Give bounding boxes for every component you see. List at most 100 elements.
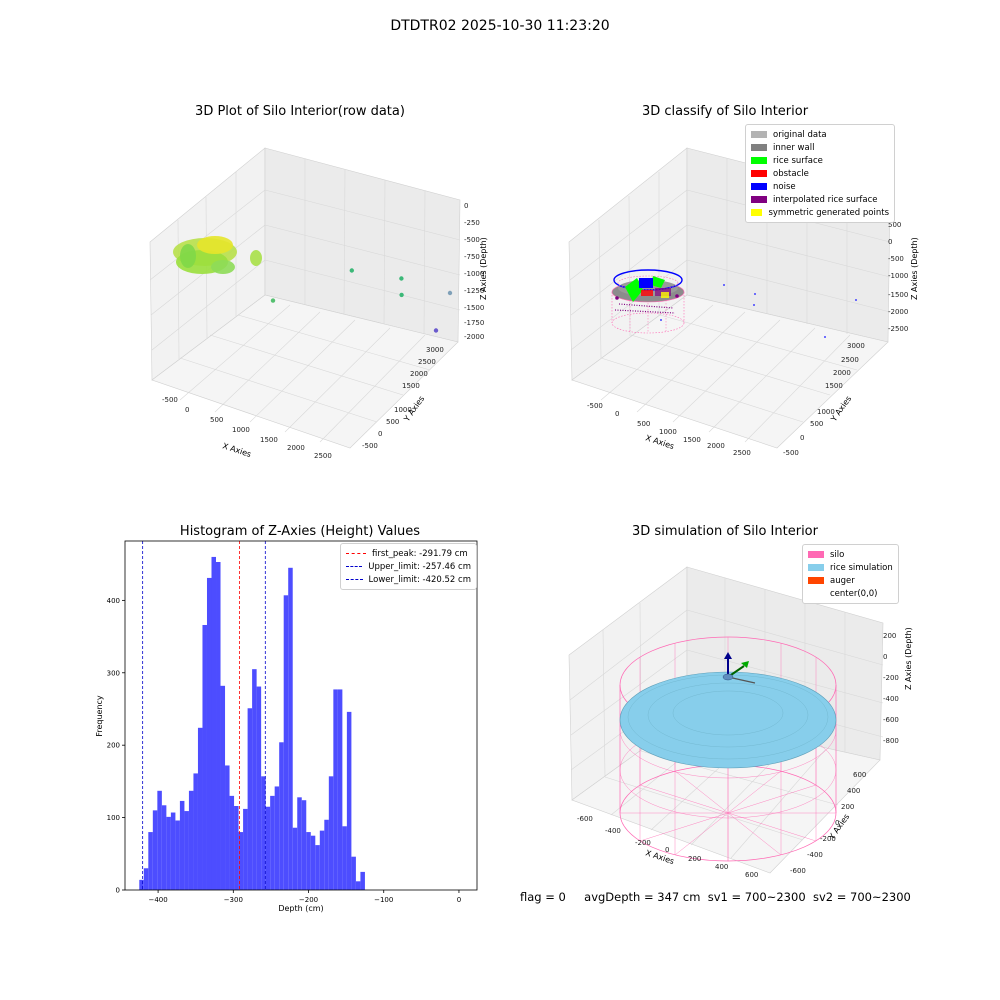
legend-item: center(0,0) (808, 587, 893, 600)
legend-item: rice surface (751, 154, 889, 167)
panel4-z-ticks: 200 0 -200 -400 -600 -800 (883, 632, 899, 745)
histogram-bar (328, 776, 334, 890)
x-tick: -400 (605, 827, 621, 835)
z-tick: 0 (464, 202, 468, 210)
y-tick: 600 (853, 771, 866, 779)
histogram-bar (355, 881, 361, 890)
y-tick: 3000 (847, 342, 865, 350)
panel4-xlabel: X Axies (644, 848, 675, 866)
histogram-bar (184, 811, 189, 890)
x-tick: -500 (587, 402, 603, 410)
legend-item: interpolated rice surface (751, 193, 889, 206)
figure-suptitle: DTDTR02 2025-10-30 11:23:20 (390, 18, 610, 34)
legend-item: original data (751, 128, 889, 141)
panel2-title: 3D classify of Silo Interior (641, 104, 809, 119)
panel1-title: 3D Plot of Silo Interior(row data) (195, 104, 405, 119)
histogram-bar (243, 808, 248, 890)
histogram-bar (206, 577, 212, 890)
status-sv2: sv2 = 700~2300 (812, 890, 911, 904)
histogram-bar (225, 765, 230, 890)
x-tick: 1500 (683, 436, 701, 444)
panel1-3d-plot: -500 0 500 1000 1500 2000 2500 X Axies -… (149, 147, 488, 460)
x-tick: 0 (615, 410, 619, 418)
data-point (270, 298, 276, 303)
y-tick: -600 (790, 867, 806, 875)
z-tick: 0 (888, 238, 892, 246)
x-tick-label: −400 (148, 896, 167, 904)
panel4-3d-plot: -600 -400 -200 0 200 400 600 X Axies -60… (568, 566, 913, 879)
y-tick: 1000 (817, 408, 835, 416)
panel1-zlabel: Z Axies (Depth) (479, 237, 488, 300)
panel4-y-ticks: -600 -400 -200 0 200 400 600 (790, 771, 866, 875)
histogram-bar (148, 832, 153, 890)
data-point (447, 290, 453, 296)
histogram-bar (283, 595, 289, 890)
histogram-bar (247, 708, 253, 890)
y-tick: -400 (807, 851, 823, 859)
histogram-bar (202, 624, 207, 890)
histogram-bar (346, 711, 352, 890)
histogram-bar (292, 827, 298, 890)
histogram-bar (170, 812, 176, 890)
histogram-bar (310, 835, 316, 890)
y-tick-label: 300 (107, 669, 120, 677)
histogram-bar (152, 810, 158, 890)
z-tick: 500 (888, 221, 901, 229)
panel2-legend: original data inner wall rice surface ob… (745, 124, 895, 223)
panel1-rice-cluster (173, 236, 262, 274)
y-tick-label: 0 (116, 887, 120, 895)
histogram-bar (360, 871, 365, 890)
legend-item: rice simulation (808, 561, 893, 574)
histogram-bars (139, 556, 365, 890)
z-tick: -250 (464, 219, 480, 227)
x-tick-label: −100 (374, 896, 393, 904)
y-tick: 0 (378, 430, 382, 438)
y-tick: 2500 (841, 356, 859, 364)
histogram-bar (265, 806, 271, 890)
histogram-bar (261, 776, 266, 890)
status-line: flag = 0 avgDepth = 347 cm sv1 = 700~230… (520, 890, 911, 904)
z-tick: -2000 (888, 308, 908, 316)
histogram-bar (297, 797, 302, 890)
x-tick: 500 (637, 420, 650, 428)
z-tick: -1000 (464, 270, 484, 278)
histogram-bar (211, 556, 217, 890)
histogram-bar (279, 742, 284, 890)
y-tick-label: 400 (107, 597, 120, 605)
panel2-noise-points (660, 284, 857, 338)
histogram-bar (179, 800, 185, 890)
y-tick: 400 (847, 787, 860, 795)
histogram-bar (342, 826, 347, 890)
histogram-bar (324, 819, 329, 890)
panel1-xlabel: X Axies (221, 441, 252, 459)
y-tick: 2500 (418, 358, 436, 366)
y-tick: 0 (800, 434, 804, 442)
x-tick: 1500 (260, 436, 278, 444)
histogram-y-ticks: 0 100 200 300 400 (107, 597, 125, 895)
x-tick: 1000 (659, 428, 677, 436)
y-tick: 200 (841, 803, 854, 811)
z-tick: -1500 (888, 291, 908, 299)
x-tick: 2000 (707, 442, 725, 450)
histogram-xlabel: Depth (cm) (278, 904, 323, 913)
legend-item: obstacle (751, 167, 889, 180)
panel1-z-ticks: 0 -250 -500 -750 -1000 -1250 -1500 -1750… (464, 202, 484, 341)
panel2-x-ticks: -500 0 500 1000 1500 2000 2500 (587, 402, 751, 457)
z-tick: -200 (883, 674, 899, 682)
panel4-auger (722, 652, 756, 684)
z-tick: -2500 (888, 325, 908, 333)
histogram-bar (188, 790, 194, 890)
y-tick: 1500 (402, 382, 420, 390)
y-tick: 3000 (426, 346, 444, 354)
histogram-bar (238, 832, 244, 890)
legend-item: auger (808, 574, 893, 587)
histogram-bar (143, 868, 149, 890)
histogram-bar (337, 689, 343, 890)
panel1-y-ticks: -500 0 500 1000 1500 2000 2500 3000 (362, 346, 444, 450)
legend-item: Upper_limit: -257.46 cm (346, 560, 471, 573)
z-tick: -500 (888, 255, 904, 263)
panel4-x-ticks: -600 -400 -200 0 200 400 600 (577, 815, 758, 879)
histogram-bar (333, 689, 338, 890)
histogram-bar (315, 845, 320, 890)
y-tick: 1500 (825, 382, 843, 390)
